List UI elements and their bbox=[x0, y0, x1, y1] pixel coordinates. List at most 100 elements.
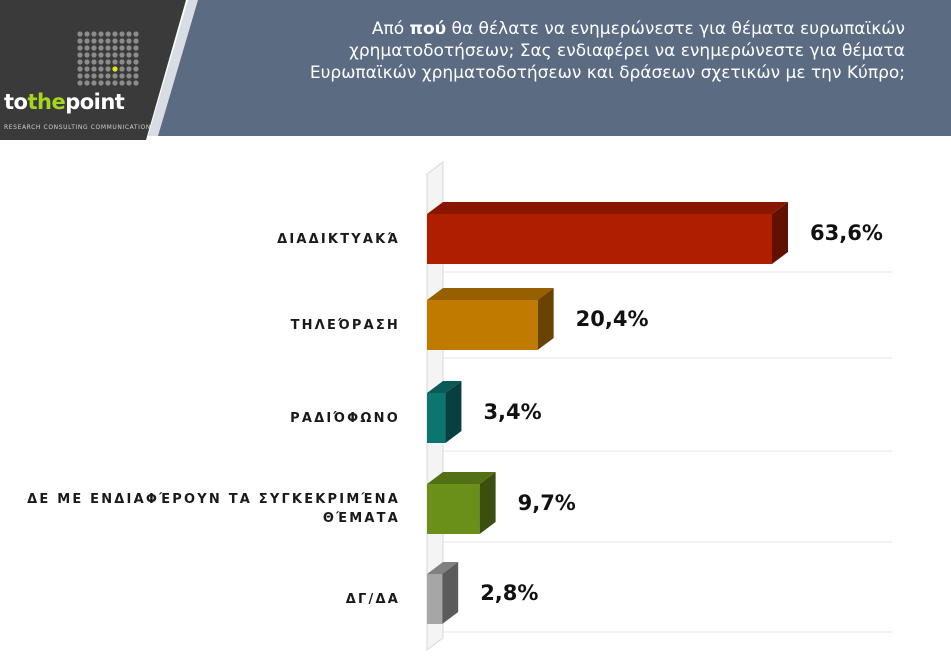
logo-dot bbox=[91, 59, 97, 65]
bar-top-face bbox=[427, 562, 459, 574]
logo-dot bbox=[105, 80, 111, 86]
bar-side-face bbox=[537, 288, 554, 350]
logo-dot bbox=[133, 45, 139, 51]
bar bbox=[427, 381, 462, 443]
logo-tagline: RESEARCH CONSULTING COMMUNICATION bbox=[4, 124, 151, 131]
logo-dot bbox=[84, 66, 90, 72]
logo-dot bbox=[98, 45, 104, 51]
category-label: ΔΕ ΜΕ ΕΝΔΙΑΦΈΡΟΥΝ ΤΑ ΣΥΓΚΕΚΡΙΜΈΝΑ ΘΈΜΑΤΑ bbox=[27, 492, 400, 526]
logo-dot bbox=[119, 45, 125, 51]
logo-dot bbox=[98, 38, 104, 44]
logo-dot bbox=[98, 52, 104, 58]
logo-dot bbox=[98, 73, 104, 79]
logo-dot bbox=[119, 31, 125, 37]
logo-dot bbox=[119, 66, 125, 72]
logo-dot bbox=[105, 66, 111, 72]
logo-dot bbox=[126, 73, 132, 79]
category-label: ΔΙΑΔΙΚΤΥΑΚΆ bbox=[277, 231, 400, 247]
header-banner: tothepoint RESEARCH CONSULTING COMMUNICA… bbox=[0, 0, 951, 140]
logo-dot bbox=[133, 73, 139, 79]
logo-dot bbox=[84, 38, 90, 44]
logo-dot bbox=[126, 80, 132, 86]
logo-dot bbox=[77, 31, 83, 37]
bar bbox=[427, 562, 459, 624]
logo-dot bbox=[84, 52, 90, 58]
logo-wordmark: tothepoint bbox=[4, 90, 125, 114]
logo-dot bbox=[91, 73, 97, 79]
logo-dot bbox=[84, 45, 90, 51]
logo-dot bbox=[105, 52, 111, 58]
logo-dot bbox=[133, 66, 139, 72]
logo-dot bbox=[91, 80, 97, 86]
logo-dot bbox=[77, 80, 83, 86]
logo-dot bbox=[91, 45, 97, 51]
logo-dot bbox=[126, 59, 132, 65]
bar-top-face bbox=[427, 472, 496, 484]
logo-dot bbox=[105, 31, 111, 37]
bar-front-face bbox=[427, 214, 772, 264]
bar-side-face bbox=[442, 562, 459, 624]
bar-front-face bbox=[427, 484, 480, 534]
logo-dot bbox=[112, 38, 118, 44]
data-label: 3,4% bbox=[483, 400, 541, 424]
logo-dot bbox=[133, 38, 139, 44]
logo-dot bbox=[112, 31, 118, 37]
logo-dot bbox=[84, 59, 90, 65]
logo-dot bbox=[77, 59, 83, 65]
logo-dot bbox=[112, 80, 118, 86]
logo-dot bbox=[77, 38, 83, 44]
logo-dot bbox=[77, 73, 83, 79]
logo-dot bbox=[119, 80, 125, 86]
bar-top-face bbox=[427, 381, 462, 393]
data-label: 9,7% bbox=[518, 491, 576, 515]
bar-chart-plot: 63,6% 20,4% 3,4% 9,7% 2,8% bbox=[426, 161, 892, 651]
logo-dot bbox=[77, 52, 83, 58]
logo-brand-post: point bbox=[65, 90, 125, 114]
logo-dot bbox=[133, 80, 139, 86]
logo-dot bbox=[84, 73, 90, 79]
bar-chart: 63,6% 20,4% 3,4% 9,7% 2,8% ΔΙΑΔΙΚΤΥΑΚΆ ΤΗΛΕΌΡ… bbox=[0, 140, 951, 663]
bar-top-face bbox=[427, 288, 554, 300]
logo-dot bbox=[84, 31, 90, 37]
logo-brand-pre: to bbox=[4, 90, 28, 114]
bar bbox=[427, 288, 554, 350]
data-label: 2,8% bbox=[480, 581, 538, 605]
logo-dot bbox=[105, 73, 111, 79]
logo-dot bbox=[119, 52, 125, 58]
bar-front-face bbox=[427, 300, 538, 350]
bar-side-face bbox=[445, 381, 462, 443]
logo-dot bbox=[112, 45, 118, 51]
logo-dot bbox=[133, 59, 139, 65]
logo-dot bbox=[126, 38, 132, 44]
category-label: ΡΑΔΙΌΦΩΝΟ bbox=[290, 410, 400, 426]
logo-dot bbox=[112, 73, 118, 79]
bar bbox=[427, 202, 788, 264]
logo-dot bbox=[119, 59, 125, 65]
logo-dot bbox=[91, 31, 97, 37]
header-background bbox=[0, 0, 951, 140]
logo-dot bbox=[77, 66, 83, 72]
data-label: 20,4% bbox=[576, 307, 649, 331]
logo-dot bbox=[119, 38, 125, 44]
bar-front-face bbox=[427, 574, 443, 624]
question-post: θα θέλατε να ενημερώνεστε για θέματα ευρ… bbox=[309, 19, 905, 83]
logo-brand-accent: the bbox=[27, 90, 66, 114]
bar bbox=[427, 472, 496, 534]
question-title: Από πού θα θέλατε να ενημερώνεστε για θέ… bbox=[265, 18, 905, 84]
logo-dot bbox=[105, 59, 111, 65]
bar-front-face bbox=[427, 393, 446, 443]
bar-side-face bbox=[479, 472, 496, 534]
bar-side-face bbox=[772, 202, 788, 264]
logo-dot bbox=[91, 66, 97, 72]
logo-dot-grid-icon bbox=[77, 31, 139, 86]
logo-dot bbox=[112, 52, 118, 58]
logo-dot bbox=[98, 80, 104, 86]
logo-dot bbox=[91, 38, 97, 44]
logo-dot bbox=[91, 52, 97, 58]
logo-dot bbox=[126, 52, 132, 58]
logo-dot bbox=[126, 66, 132, 72]
logo-dot bbox=[98, 31, 104, 37]
logo-dot bbox=[119, 73, 125, 79]
logo-dot bbox=[105, 38, 111, 44]
logo-dot bbox=[133, 52, 139, 58]
